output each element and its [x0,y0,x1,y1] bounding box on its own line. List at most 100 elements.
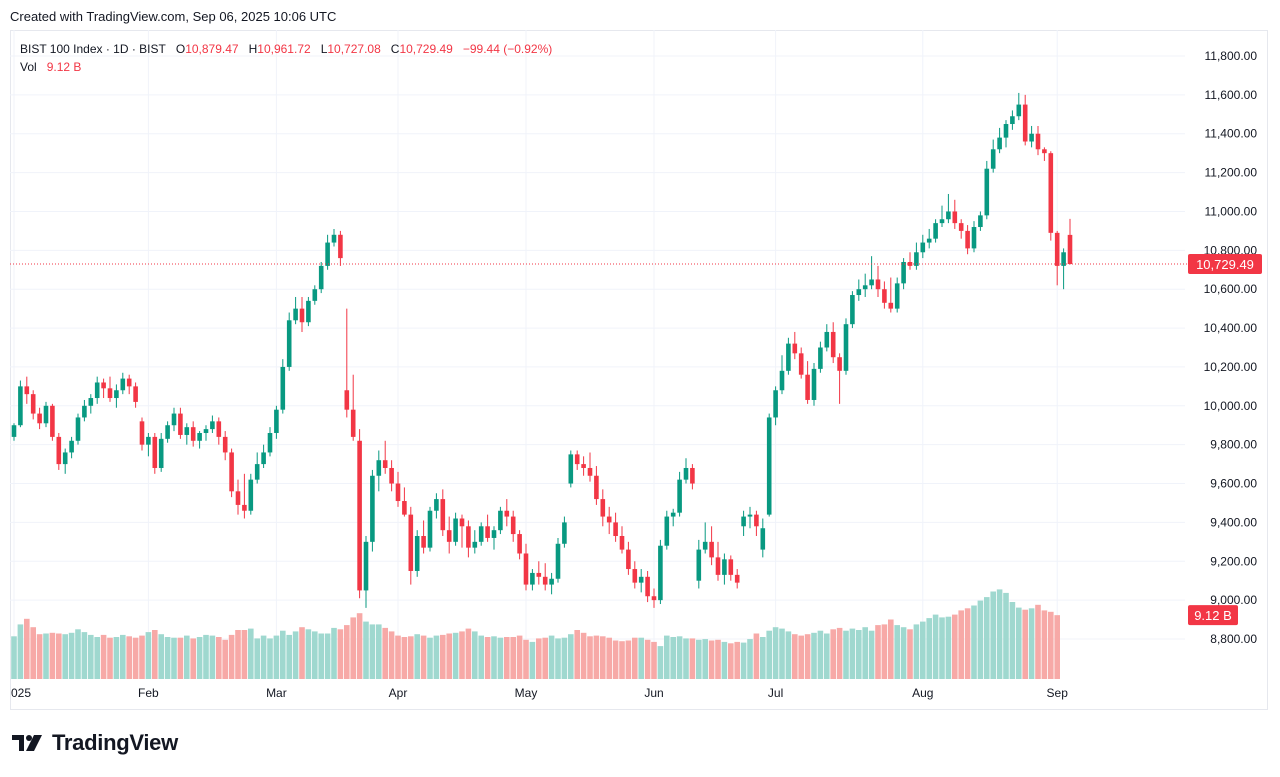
candle-body [1054,232,1060,266]
legend-low-value: 10,727.08 [327,42,381,56]
volume-bar [171,637,177,679]
candle [715,541,721,581]
candle-body [338,234,343,259]
candle-body [888,302,894,309]
y-axis[interactable]: 11,800.00 11,600.00 11,400.00 11,200.00 11,0… [1188,49,1262,646]
volume-bar [728,643,734,679]
volume-bar [734,641,740,679]
tradingview-logo[interactable]: TradingView [12,730,178,756]
candle [677,471,682,517]
volume-bar [17,624,24,679]
candle-body [754,514,759,527]
candle-body [709,541,714,558]
candle [978,211,983,231]
volume-bar [280,630,286,679]
candle-body [850,295,855,325]
volume-bar [670,637,676,679]
candle [94,376,100,404]
volume-bar [529,641,536,679]
candle-body [619,536,625,550]
volume-bar [292,631,299,679]
candle-body [190,427,196,441]
candle [952,199,958,229]
candle-body [946,211,951,220]
candle-body [50,405,55,437]
legend-volume-label[interactable]: Vol [20,60,37,74]
volume-bar [843,630,849,679]
candle [235,479,241,515]
candle-body [914,252,919,266]
candle-body [101,382,106,389]
legend-symbol[interactable]: BIST 100 Index · 1D · BIST [20,42,166,56]
y-tick-label: 11,800.00 [1205,49,1258,63]
candle-body [818,347,823,369]
volume-bar [606,637,612,679]
volume-bar [875,625,881,679]
volume-bar [145,632,152,679]
y-tick-label: 9,400.00 [1210,515,1257,529]
candle [907,252,913,270]
candle-body [843,324,849,371]
candle [651,588,657,608]
candle [510,510,516,542]
candle-body [350,409,356,437]
volume-bar [1048,611,1054,679]
volume-bar [235,630,241,679]
candle [549,572,554,595]
candle-body [510,516,516,535]
candle-body [376,460,382,476]
candle-body [773,390,778,418]
volume-bar [100,634,107,679]
candle [357,429,362,599]
candle [613,512,618,542]
volume-bar [625,640,632,679]
volume-bar [664,635,670,679]
candle [1067,218,1073,265]
candle [101,378,106,399]
candle [901,258,906,290]
candle [568,450,574,488]
volume-bar [376,624,382,679]
volume-bar [715,639,721,679]
candle [261,444,266,468]
candle [242,473,247,519]
candle [696,539,702,589]
candles [11,92,1073,608]
volume-bar [836,627,843,679]
candle-body [210,421,215,430]
volume-bar [414,634,420,679]
candle [82,399,87,422]
volume-bar [190,638,196,679]
candle [702,522,708,554]
y-tick-label: 10,600.00 [1204,282,1258,296]
candle-body [1029,133,1034,142]
candle-body [824,331,830,348]
candle [926,228,932,249]
chart-frame[interactable] [10,30,1268,710]
candle [11,423,17,441]
x-tick-label: May [515,686,538,700]
candle [395,471,401,507]
candle [747,506,753,529]
candle [587,452,593,482]
candle [933,219,938,243]
volume-bar [49,632,56,679]
y-tick-label: 10,400.00 [1204,321,1258,335]
volume-bar [75,629,81,679]
candle [939,205,945,228]
volume-bar [196,637,203,679]
candle-body [632,569,638,583]
candle [139,417,145,451]
candle [312,285,318,305]
candle [523,543,529,591]
candle [414,530,420,577]
candle-body [222,436,228,453]
candle-body [126,378,132,387]
volume-bar [657,646,664,679]
candle [306,296,311,327]
candle-body [805,374,810,400]
candle [190,421,196,447]
x-axis[interactable]: 025 Feb Mar Apr May Jun Jul Aug Sep [11,686,1068,700]
volume-bar [574,630,580,679]
